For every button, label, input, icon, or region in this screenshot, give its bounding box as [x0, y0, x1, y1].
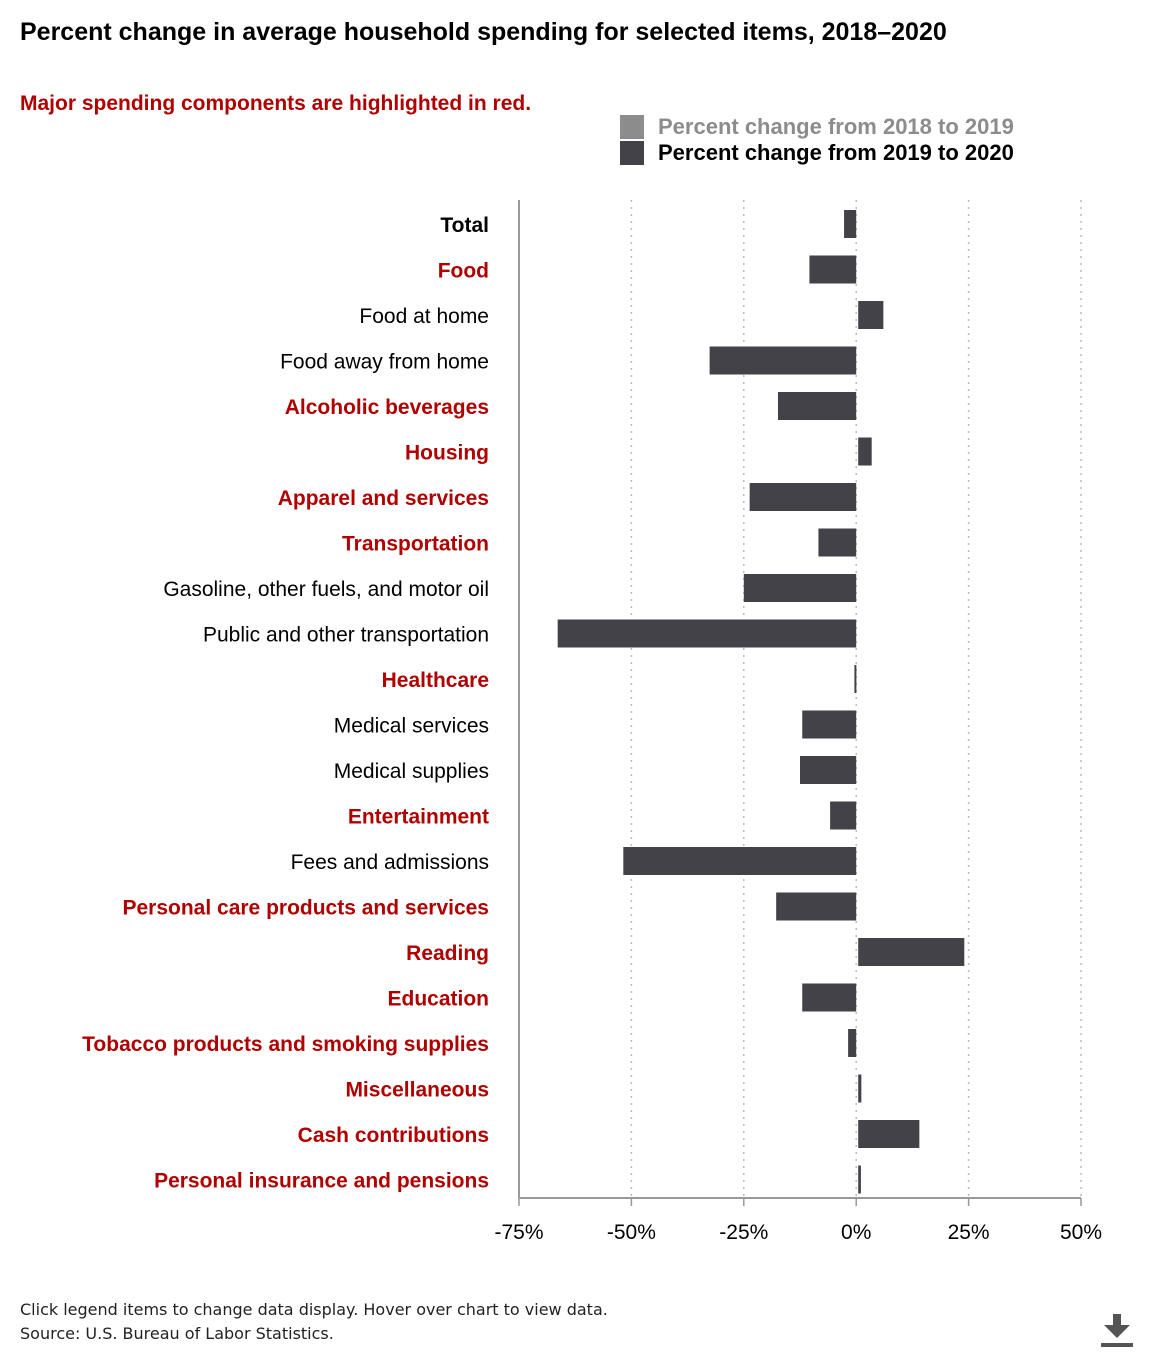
- bar[interactable]: [858, 437, 872, 466]
- bar[interactable]: [818, 528, 857, 557]
- x-tick-label: -75%: [494, 1221, 543, 1244]
- category-label: Transportation: [342, 533, 489, 556]
- category-label: Public and other transportation: [203, 624, 489, 647]
- bar[interactable]: [776, 892, 857, 921]
- x-tick-label: -25%: [719, 1221, 768, 1244]
- footer-source: Source: U.S. Bureau of Labor Statistics.: [20, 1324, 334, 1343]
- legend-item-2018-2019[interactable]: Percent change from 2018 to 2019: [620, 114, 1014, 140]
- bar[interactable]: [800, 756, 857, 784]
- bar[interactable]: [844, 210, 857, 238]
- download-icon[interactable]: [1098, 1312, 1136, 1348]
- bar[interactable]: [709, 346, 857, 375]
- category-label: Food at home: [359, 305, 489, 328]
- bar[interactable]: [854, 665, 857, 693]
- legend-swatch-2019-2020: [620, 141, 644, 165]
- category-label: Personal insurance and pensions: [154, 1170, 489, 1193]
- bar[interactable]: [858, 938, 965, 966]
- bar[interactable]: [830, 801, 857, 830]
- bar[interactable]: [858, 1074, 862, 1103]
- chart-subtitle: Major spending components are highlighte…: [20, 92, 532, 115]
- category-label: Education: [387, 988, 489, 1011]
- category-label: Food away from home: [280, 351, 489, 374]
- bar[interactable]: [777, 392, 857, 420]
- category-label: Apparel and services: [278, 487, 489, 510]
- legend-item-2019-2020[interactable]: Percent change from 2019 to 2020: [620, 140, 1014, 166]
- legend-swatch-2018-2019: [620, 115, 644, 139]
- legend-label-2018-2019: Percent change from 2018 to 2019: [658, 114, 1014, 139]
- bar[interactable]: [848, 1029, 857, 1057]
- bar[interactable]: [809, 255, 857, 284]
- bar[interactable]: [858, 1120, 920, 1148]
- category-label: Tobacco products and smoking supplies: [82, 1033, 489, 1056]
- bar-chart[interactable]: -75% -50% -25% 0% 25% 50% Total Food Food at hom…: [0, 0, 1160, 1260]
- category-label: Medical supplies: [334, 760, 489, 783]
- legend: Percent change from 2018 to 2019 Percent…: [620, 114, 1014, 166]
- legend-label-2019-2020: Percent change from 2019 to 2020: [658, 140, 1014, 165]
- bar[interactable]: [802, 983, 857, 1012]
- footer-note: Click legend items to change data displa…: [20, 1300, 608, 1319]
- x-tick-label: 50%: [1060, 1221, 1102, 1244]
- bar[interactable]: [557, 619, 857, 648]
- bar[interactable]: [743, 574, 857, 602]
- category-label: Gasoline, other fuels, and motor oil: [163, 578, 489, 601]
- bar[interactable]: [802, 710, 857, 739]
- bar[interactable]: [858, 301, 884, 329]
- download-arrow-icon: [1101, 1314, 1133, 1347]
- x-tick-label: 25%: [948, 1221, 990, 1244]
- category-label: Reading: [406, 942, 489, 965]
- x-tick-label: 0%: [841, 1221, 871, 1244]
- category-label: Entertainment: [348, 806, 489, 829]
- category-label: Cash contributions: [298, 1124, 489, 1147]
- category-label: Personal care products and services: [122, 897, 489, 920]
- category-label: Healthcare: [382, 669, 489, 692]
- category-label: Alcoholic beverages: [285, 396, 489, 419]
- category-label: Medical services: [334, 715, 489, 738]
- bar[interactable]: [749, 483, 857, 511]
- chart-title: Percent change in average household spen…: [20, 18, 947, 46]
- category-label: Total: [440, 214, 489, 237]
- footer: Click legend items to change data displa…: [20, 1298, 608, 1346]
- category-label: Housing: [405, 442, 489, 465]
- category-label: Miscellaneous: [345, 1079, 489, 1102]
- category-label: Food: [438, 260, 489, 283]
- bar[interactable]: [858, 1165, 861, 1194]
- category-label: Fees and admissions: [291, 851, 489, 874]
- x-tick-label: -50%: [607, 1221, 656, 1244]
- bar[interactable]: [623, 847, 857, 875]
